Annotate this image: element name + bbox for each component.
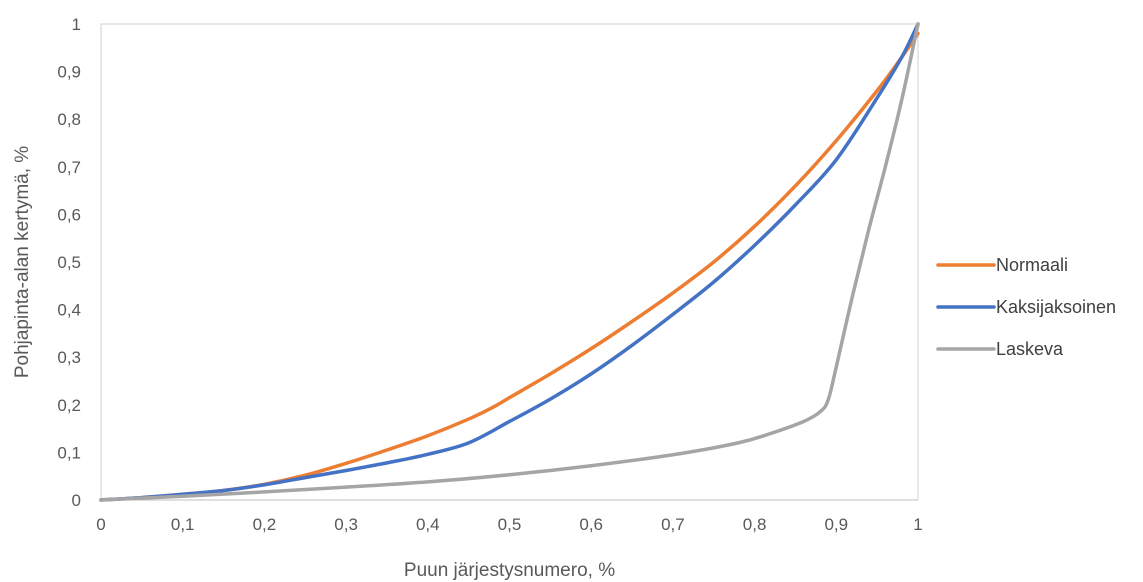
series-line-normaali <box>99 31 920 502</box>
legend: Normaali Kaksijaksoinen Laskeva <box>936 255 1116 359</box>
legend-item: Kaksijaksoinen <box>936 297 1116 317</box>
plot-frame <box>100 23 919 501</box>
x-tick-label: 1 <box>913 515 922 534</box>
y-tick-label: 1 <box>72 15 81 34</box>
x-tick-label: 0,4 <box>416 515 440 534</box>
x-tick-label: 0,7 <box>661 515 685 534</box>
y-tick-label: 0,7 <box>57 158 81 177</box>
x-tick-label: 0,8 <box>743 515 767 534</box>
plot-area <box>100 23 919 501</box>
x-tick-label: 0,9 <box>824 515 848 534</box>
x-tick-labels: 0 0,1 0,2 0,3 0,4 0,5 0,6 0,7 0,8 0,9 1 <box>96 515 922 534</box>
x-tick-label: 0,6 <box>579 515 603 534</box>
y-tick-label: 0,4 <box>57 301 81 320</box>
series-lines <box>99 22 920 502</box>
legend-label: Normaali <box>996 255 1068 275</box>
legend-item: Laskeva <box>936 339 1064 359</box>
y-tick-label: 0 <box>72 491 81 510</box>
series-line-kaksijaksoinen <box>99 22 920 502</box>
x-tick-label: 0,5 <box>498 515 522 534</box>
y-tick-label: 0,8 <box>57 110 81 129</box>
x-tick-label: 0 <box>96 515 105 534</box>
y-axis-title: Pohjapinta-alan kertymä, % <box>12 146 33 378</box>
legend-label: Kaksijaksoinen <box>996 297 1116 317</box>
x-tick-label: 0,2 <box>253 515 277 534</box>
legend-item: Normaali <box>936 255 1068 275</box>
y-tick-label: 0,2 <box>57 396 81 415</box>
y-tick-label: 0,3 <box>57 348 81 367</box>
y-tick-label: 0,6 <box>57 205 81 224</box>
x-tick-label: 0,3 <box>334 515 358 534</box>
x-tick-label: 0,1 <box>171 515 195 534</box>
y-tick-labels: 0 0,1 0,2 0,3 0,4 0,5 0,6 0,7 0,8 0,9 1 <box>57 15 81 510</box>
x-axis-title: Puun järjestysnumero, % <box>404 560 615 581</box>
y-tick-label: 0,9 <box>57 63 81 82</box>
y-tick-label: 0,5 <box>57 253 81 272</box>
y-tick-label: 0,1 <box>57 443 81 462</box>
legend-label: Laskeva <box>996 339 1064 359</box>
series-line-laskeva <box>99 22 920 502</box>
